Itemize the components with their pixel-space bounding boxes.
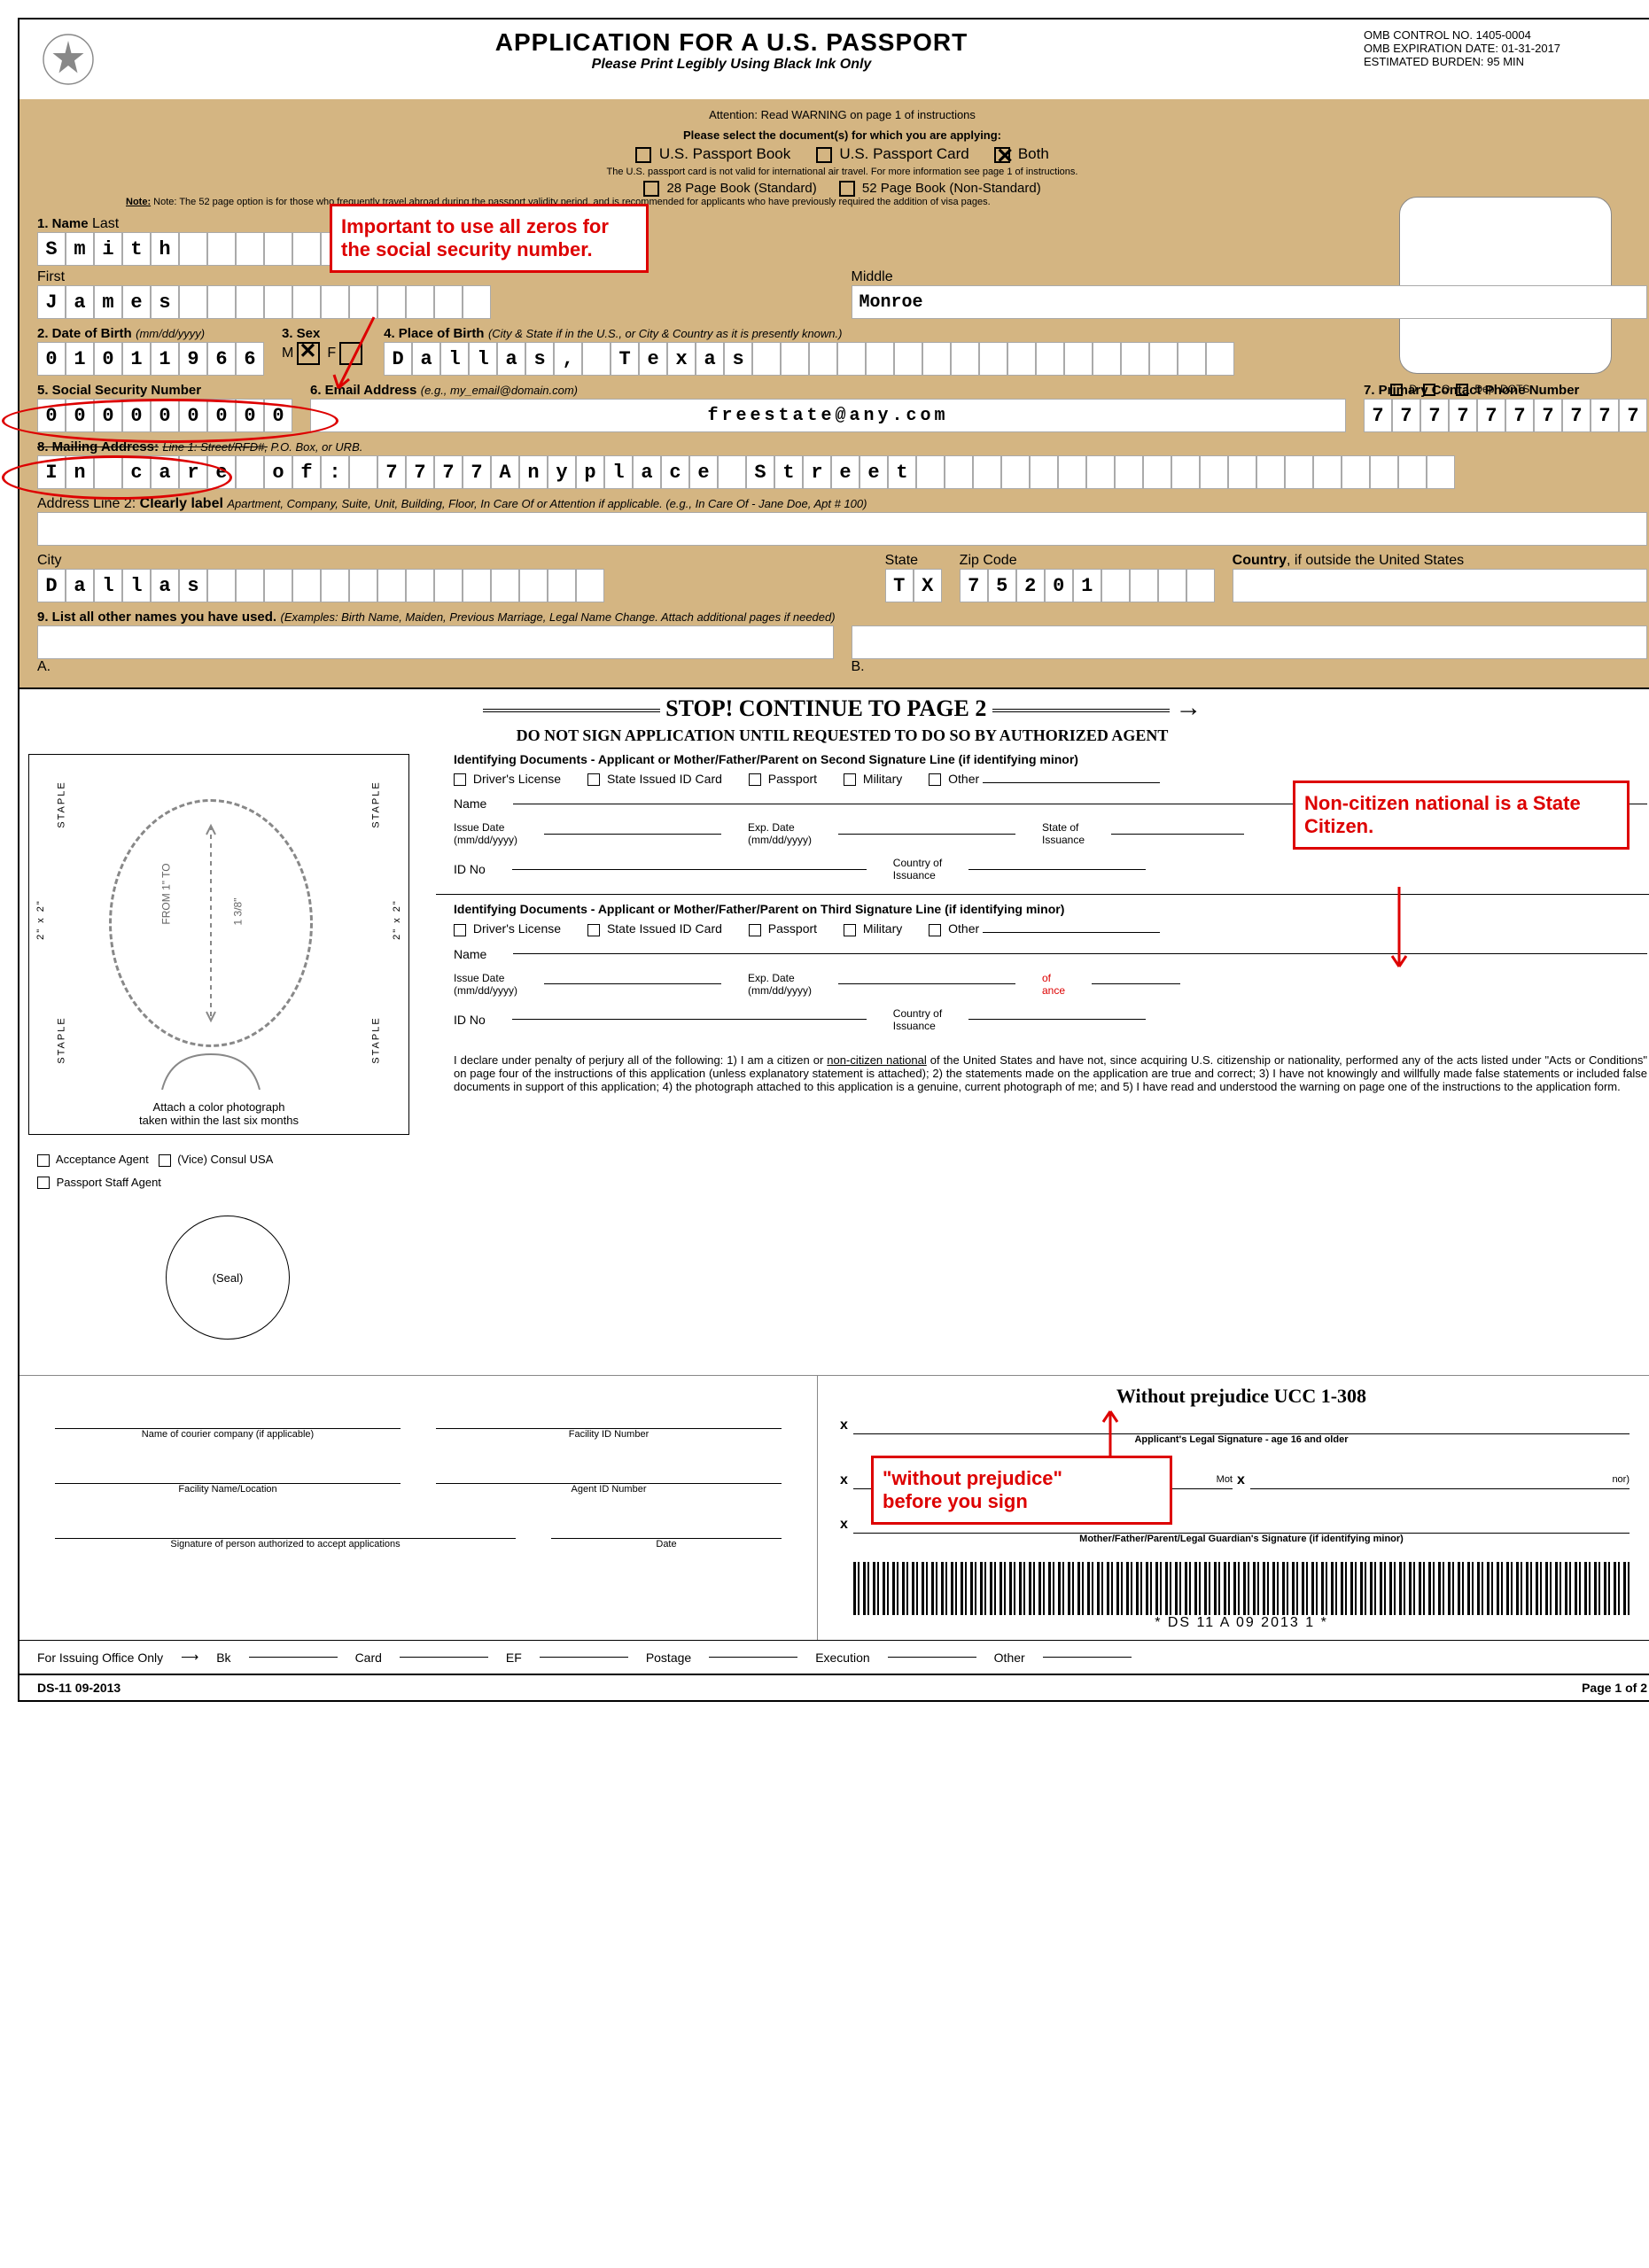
declaration-text: I declare under penalty of perjury all o… [436,1045,1649,1102]
passport-form-page: APPLICATION FOR A U.S. PASSPORT Please P… [18,18,1649,1702]
checkbox-52page[interactable] [839,181,855,197]
checkbox-mil-2[interactable] [844,773,856,786]
checkbox-dl-3[interactable] [454,924,466,936]
page-number: Page 1 of 2 [1582,1681,1647,1695]
doc-prompt: Please select the document(s) for which … [90,125,1594,145]
us-seal-icon [37,28,99,90]
id-heading-3: Identifying Documents - Applicant or Mot… [454,902,1064,916]
input-city[interactable]: Dallas [37,569,867,602]
annotation-noncitizen: Non-citizen national is a State Citizen. [1293,781,1630,850]
input-phone[interactable]: 7777777777 [1364,399,1647,432]
issuing-label: For Issuing Office Only [37,1651,163,1665]
input-addr1[interactable]: In care of: 7777Anyplace Street [37,455,1647,489]
input-dob[interactable]: 01011966 [37,342,264,376]
input-facility-name[interactable] [55,1457,401,1484]
input-father-sig[interactable]: xnor) [1250,1463,1630,1489]
input-date[interactable] [551,1512,782,1539]
omb-block: OMB CONTROL NO. 1405-0004 OMB EXPIRATION… [1364,28,1647,68]
checkbox-both[interactable] [994,147,1010,163]
ssn-circle-annotation [2,399,338,443]
stop-banner: STOP! CONTINUE TO PAGE 2 → [19,687,1649,726]
input-facility-id[interactable] [436,1402,782,1429]
annotation-ssn: Important to use all zeros for the socia… [330,204,649,273]
id-heading-2: Identifying Documents - Applicant or Mot… [454,752,1078,766]
arrow-ucc [1084,1402,1137,1464]
form-number: DS-11 09-2013 [37,1681,121,1695]
label-ssn: 5. Social Security Number [37,383,201,398]
checkbox-vice-consul[interactable] [159,1154,171,1167]
incareof-circle [2,455,232,500]
attention-text: Attention: Read WARNING on page 1 of ins… [90,105,1594,125]
input-country[interactable] [1233,569,1647,602]
input-state[interactable]: TX [885,569,942,602]
checkbox-sid-3[interactable] [587,924,600,936]
input-email[interactable]: freestate@any.com [310,399,1346,432]
arrow-right-icon: ⟶ [181,1650,198,1665]
input-applicant-signature[interactable]: x [853,1408,1630,1434]
seal-circle: (Seal) [166,1216,290,1340]
header: APPLICATION FOR A U.S. PASSPORT Please P… [19,19,1649,99]
card-note: The U.S. passport card is not valid for … [90,163,1594,181]
checkbox-dl-2[interactable] [454,773,466,786]
input-last-name[interactable]: Smith [37,232,1647,266]
barcode-text: * DS 11 A 09 2013 1 * [853,1615,1630,1631]
label-dob: 2. Date of Birth [37,326,132,341]
label-phone: 7. Primary Contact Phone Number [1364,383,1579,398]
form-title: APPLICATION FOR A U.S. PASSPORT [99,28,1364,57]
head-outline-icon [144,1037,277,1090]
input-middle-name[interactable]: Monroe [852,285,1648,319]
input-othername-b[interactable] [852,625,1648,659]
stop-warning: DO NOT SIGN APPLICATION UNTIL REQUESTED … [19,726,1649,745]
input-agent-id[interactable] [436,1457,782,1484]
input-zip[interactable]: 75201 [960,569,1215,602]
label-other-names: 9. List all other names you have used. [37,610,276,625]
checkbox-mil-3[interactable] [844,924,856,936]
form-subtitle: Please Print Legibly Using Black Ink Onl… [99,57,1364,73]
checkbox-other-2[interactable] [929,773,941,786]
input-courier[interactable] [55,1402,401,1429]
checkbox-sid-2[interactable] [587,773,600,786]
checkbox-pp-2[interactable] [749,773,761,786]
checkbox-sex-m[interactable] [297,342,320,365]
arrow-ssn [321,308,409,406]
arrow-noncitizen [1355,878,1443,984]
checkbox-acceptance-agent[interactable] [37,1154,50,1167]
input-auth-signature[interactable] [55,1512,516,1539]
checkbox-passport-book[interactable] [635,147,651,163]
checkbox-passport-card[interactable] [816,147,832,163]
ucc-signature-text: Without prejudice UCC 1-308 [853,1385,1630,1408]
input-first-name[interactable]: James [37,285,834,319]
checkbox-staff-agent[interactable] [37,1177,50,1189]
upper-tan-section: Attention: Read WARNING on page 1 of ins… [19,99,1649,687]
photo-attachment-box: FROM 1" TO 1 3/8" STAPLE STAPLE STAPLE S… [28,754,409,1135]
footer: DS-11 09-2013 Page 1 of 2 [19,1674,1649,1700]
input-addr2[interactable] [37,512,1647,546]
checkbox-other-3[interactable] [929,924,941,936]
input-othername-a[interactable] [37,625,834,659]
checkbox-28page[interactable] [643,181,659,197]
label-name: 1. Name [37,216,89,231]
barcode [853,1562,1630,1615]
annotation-without-prejudice: "without prejudice" before you sign [871,1456,1172,1525]
checkbox-pp-3[interactable] [749,924,761,936]
